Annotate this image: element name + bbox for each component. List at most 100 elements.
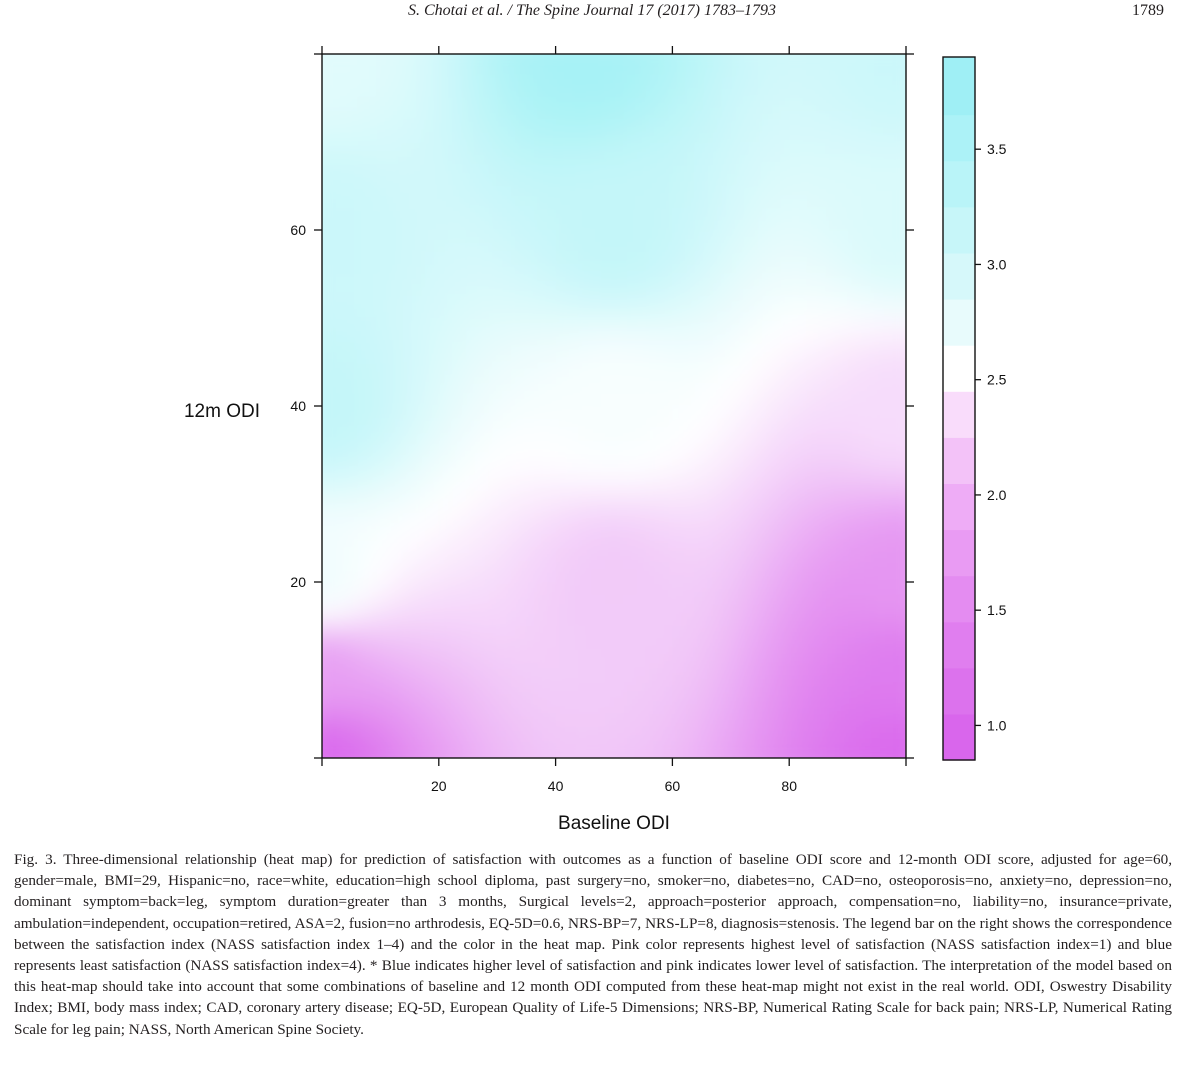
- heat-cell: [771, 274, 795, 297]
- heat-cell: [793, 692, 818, 715]
- heat-cell: [322, 76, 323, 99]
- heat-cell: [748, 208, 773, 231]
- heat-cell: [906, 736, 930, 759]
- heat-cell: [366, 450, 391, 473]
- heat-cell: [322, 692, 346, 715]
- heat-cell: [838, 428, 863, 451]
- heat-cell: [838, 604, 863, 627]
- heat-cell: [861, 120, 885, 143]
- heat-cell: [748, 472, 773, 495]
- heat-cell: [322, 142, 323, 165]
- heat-cell: [322, 318, 323, 341]
- heat-cell: [906, 670, 930, 693]
- heat-cell: [838, 670, 863, 693]
- heat-cell: [793, 626, 818, 649]
- heat-cell: [658, 692, 683, 715]
- heat-cell: [344, 582, 368, 605]
- heat-cell: [366, 472, 391, 495]
- heat-cell: [703, 736, 728, 758]
- heat-cell: [456, 120, 481, 143]
- heat-cell: [524, 318, 548, 341]
- heat-cell: [501, 296, 526, 319]
- heat-cell: [726, 98, 750, 121]
- heat-cell: [344, 98, 368, 121]
- x-axis-title: Baseline ODI: [558, 813, 670, 834]
- heat-cell: [569, 54, 593, 77]
- heat-cell: [838, 406, 863, 429]
- heat-cell: [456, 186, 481, 209]
- heat-cell: [636, 450, 660, 473]
- heat-cell: [569, 186, 593, 209]
- heat-cell: [816, 76, 840, 99]
- heat-cell: [524, 252, 548, 275]
- heat-cell: [748, 164, 773, 187]
- heat-cell: [322, 318, 346, 341]
- heat-cell: [838, 516, 863, 539]
- heat-cell: [501, 252, 526, 275]
- heat-cell: [434, 516, 458, 539]
- heat-cell: [906, 494, 930, 517]
- heat-cell: [434, 582, 458, 605]
- heat-cell: [524, 120, 548, 143]
- heat-cell: [389, 54, 413, 77]
- heat-cell: [793, 54, 818, 77]
- heat-cell: [726, 142, 750, 165]
- heat-cell: [883, 560, 906, 583]
- heat-cell: [883, 406, 906, 429]
- heat-cell: [793, 296, 818, 319]
- heat-cell: [501, 450, 526, 473]
- heat-cell: [524, 714, 548, 737]
- heat-cell: [569, 494, 593, 517]
- heat-cell: [591, 670, 615, 693]
- heat-cell: [546, 428, 571, 451]
- heat-cell: [546, 538, 571, 561]
- heat-cell: [748, 538, 773, 561]
- heat-cell: [479, 252, 503, 275]
- heat-cell: [861, 538, 885, 561]
- colorbar: 1.0 1.5 2.0 2.5 3.0 3.5: [942, 56, 1007, 761]
- heat-cell: [703, 582, 728, 605]
- heat-cell: [524, 142, 548, 165]
- heat-cell: [411, 516, 436, 539]
- heat-cell: [546, 252, 571, 275]
- heat-cell: [771, 626, 795, 649]
- heat-cell: [501, 340, 526, 363]
- heat-cell: [883, 428, 906, 451]
- heat-cell: [591, 692, 615, 715]
- heat-cell: [816, 252, 840, 275]
- heat-cell: [434, 736, 458, 758]
- heat-cell: [344, 142, 368, 165]
- heat-cell: [748, 76, 773, 99]
- heat-cell: [569, 692, 593, 715]
- heat-cell: [838, 648, 863, 671]
- heat-cell: [344, 406, 368, 429]
- heat-cell: [479, 692, 503, 715]
- heat-cell: [681, 472, 705, 495]
- heat-cell: [569, 406, 593, 429]
- heat-cell: [748, 296, 773, 319]
- heat-cell: [816, 516, 840, 539]
- heat-cell: [322, 560, 346, 583]
- heat-cell: [861, 384, 885, 407]
- heat-cell: [456, 626, 481, 649]
- heat-cell: [344, 186, 368, 209]
- heat-cell: [322, 230, 346, 253]
- heat-cell: [614, 318, 638, 341]
- heat-cell: [726, 120, 750, 143]
- heat-cell: [389, 296, 413, 319]
- heat-cell: [748, 428, 773, 451]
- heat-cell: [883, 186, 906, 209]
- heat-cell: [501, 164, 526, 187]
- heat-cell: [614, 582, 638, 605]
- heat-cell: [366, 714, 391, 737]
- heat-cell: [322, 120, 323, 143]
- heat-cell: [389, 560, 413, 583]
- heat-cell: [411, 252, 436, 275]
- heat-cell: [861, 626, 885, 649]
- heat-cell: [344, 208, 368, 231]
- heat-cell: [906, 318, 930, 341]
- heat-cell: [748, 98, 773, 121]
- heat-cell: [771, 604, 795, 627]
- heat-cell: [816, 120, 840, 143]
- heat-cell: [614, 296, 638, 319]
